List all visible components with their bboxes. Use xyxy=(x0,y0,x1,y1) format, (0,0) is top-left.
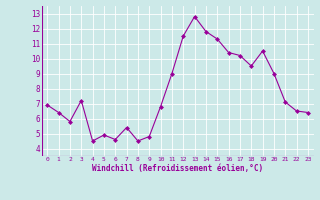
X-axis label: Windchill (Refroidissement éolien,°C): Windchill (Refroidissement éolien,°C) xyxy=(92,164,263,173)
